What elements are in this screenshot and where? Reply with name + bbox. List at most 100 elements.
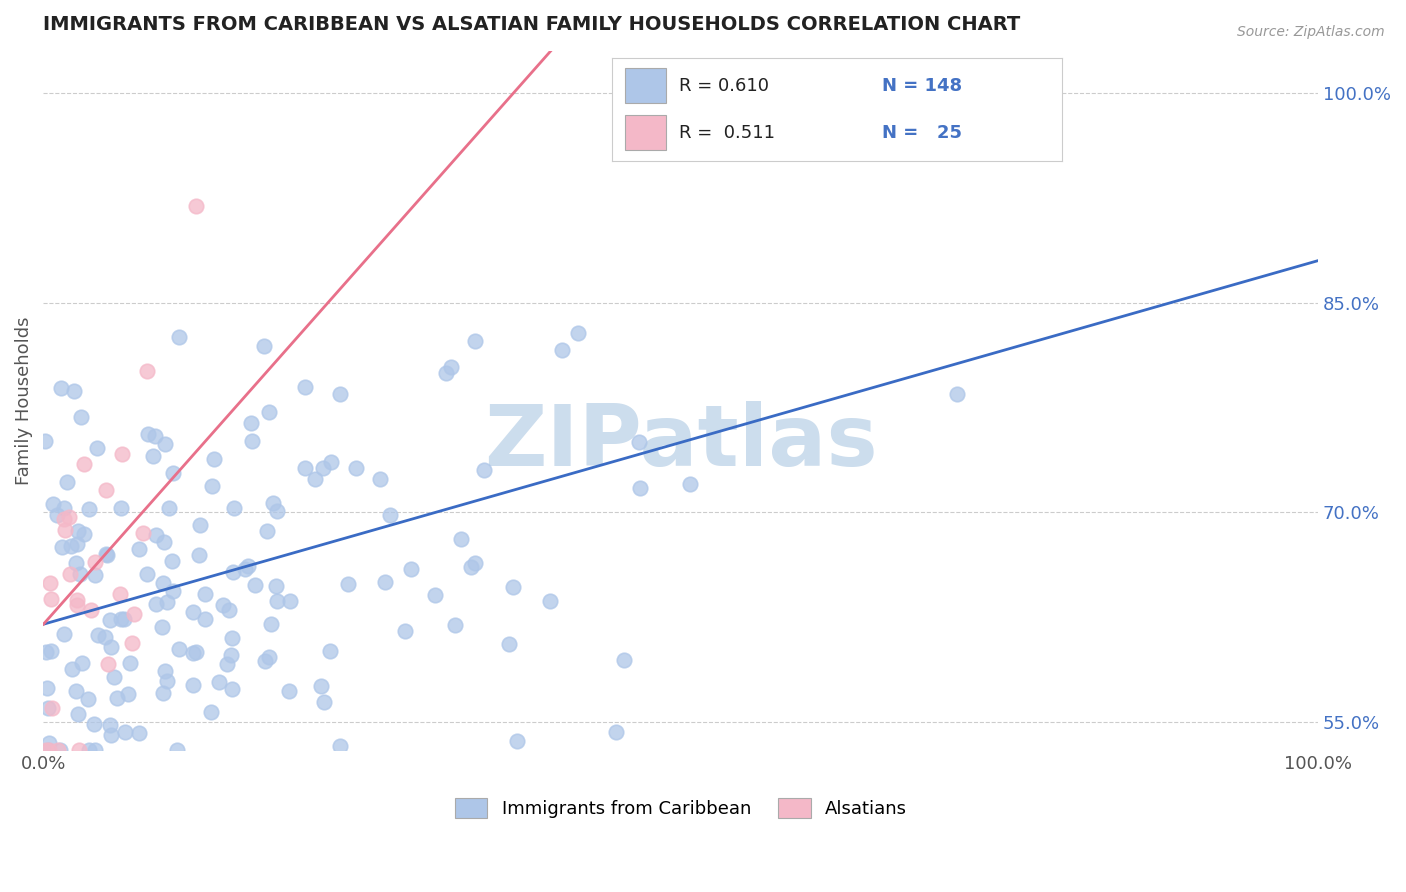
Point (278, 593, 301, 607)
Point (329, 739, 352, 753)
Point (110, 501, 132, 516)
Point (121, 635, 143, 649)
Point (34, 434, 56, 448)
Point (38, 743, 60, 757)
Text: Source: ZipAtlas.com: Source: ZipAtlas.com (1237, 25, 1385, 39)
Text: ZIPatlas: ZIPatlas (484, 401, 877, 484)
Point (233, 561, 256, 575)
Point (187, 549, 209, 563)
Text: R =  0.511: R = 0.511 (679, 124, 775, 142)
Point (80, 603, 103, 617)
Point (128, 725, 150, 739)
Point (502, 580, 524, 594)
Point (181, 647, 204, 661)
Point (118, 656, 141, 670)
Point (294, 461, 316, 475)
Text: IMMIGRANTS FROM CARIBBEAN VS ALSATIAN FAMILY HOUSEHOLDS CORRELATION CHART: IMMIGRANTS FROM CARIBBEAN VS ALSATIAN FA… (44, 15, 1021, 34)
Point (37, 743, 59, 757)
Point (73, 527, 96, 541)
Point (399, 562, 422, 576)
Point (464, 334, 486, 349)
Point (39, 575, 62, 590)
Point (374, 575, 396, 590)
Point (678, 477, 700, 491)
Point (135, 566, 157, 581)
Point (42, 498, 65, 512)
Point (56, 475, 79, 489)
Point (93, 630, 115, 644)
Point (319, 644, 342, 658)
FancyBboxPatch shape (626, 69, 665, 103)
Point (152, 575, 174, 590)
Point (184, 645, 207, 659)
Point (69, 410, 91, 425)
Point (201, 479, 224, 493)
Point (37, 681, 59, 695)
Point (264, 579, 287, 593)
Point (253, 339, 276, 353)
Point (946, 387, 969, 401)
Point (38, 736, 60, 750)
Point (311, 679, 333, 693)
Point (498, 637, 520, 651)
Point (218, 603, 240, 617)
Point (124, 607, 146, 621)
Text: R = 0.610: R = 0.610 (679, 77, 769, 95)
Point (72, 656, 94, 670)
Point (69, 567, 91, 582)
Point (567, 326, 589, 340)
Point (111, 446, 134, 460)
Point (394, 624, 416, 638)
Point (208, 674, 231, 689)
Point (83, 717, 105, 731)
Point (219, 648, 242, 662)
Point (156, 674, 179, 689)
Point (152, 686, 174, 700)
Point (62, 662, 84, 676)
Point (77, 743, 100, 757)
Point (221, 631, 243, 645)
Point (440, 359, 463, 374)
Point (143, 429, 166, 443)
Point (314, 695, 336, 709)
Point (460, 560, 482, 574)
Point (145, 528, 167, 542)
Point (110, 612, 132, 626)
Point (157, 500, 180, 515)
Point (240, 434, 263, 448)
Legend: Immigrants from Caribbean, Alsatians: Immigrants from Caribbean, Alsatians (447, 790, 914, 825)
Point (222, 500, 245, 515)
Point (145, 598, 167, 612)
Point (94, 547, 117, 561)
Point (155, 664, 177, 678)
Point (73, 457, 96, 471)
Point (169, 642, 191, 657)
Point (304, 471, 326, 485)
Point (53, 524, 76, 538)
Point (260, 616, 283, 631)
Point (59, 567, 82, 582)
Point (186, 199, 208, 213)
Point (378, 508, 401, 523)
Point (112, 612, 135, 626)
Point (108, 587, 131, 601)
Point (52, 500, 75, 515)
Point (257, 405, 280, 419)
Point (53, 512, 76, 526)
Point (434, 366, 457, 380)
Point (368, 472, 391, 486)
FancyBboxPatch shape (626, 115, 665, 150)
Point (311, 461, 333, 475)
Point (221, 682, 243, 697)
Point (117, 687, 139, 701)
Point (200, 705, 222, 719)
Point (257, 650, 280, 665)
Point (45, 508, 67, 523)
Point (97, 657, 120, 672)
Point (34, 743, 56, 757)
Point (194, 587, 217, 601)
Point (62, 384, 84, 398)
Point (243, 578, 266, 592)
Point (105, 691, 128, 706)
Point (84, 567, 107, 582)
